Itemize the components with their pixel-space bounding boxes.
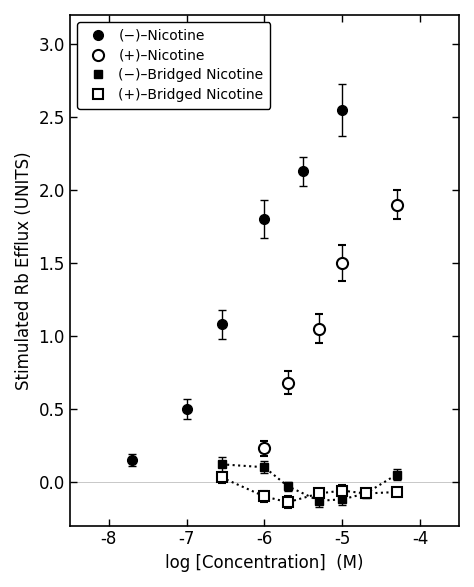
Legend: (−)–Nicotine, (+)–Nicotine, (−)–Bridged Nicotine, (+)–Bridged Nicotine: (−)–Nicotine, (+)–Nicotine, (−)–Bridged … bbox=[77, 22, 271, 109]
X-axis label: log [Concentration]  (M): log [Concentration] (M) bbox=[165, 554, 364, 572]
Y-axis label: Stimulated Rb Efflux (UNITS): Stimulated Rb Efflux (UNITS) bbox=[15, 151, 33, 390]
